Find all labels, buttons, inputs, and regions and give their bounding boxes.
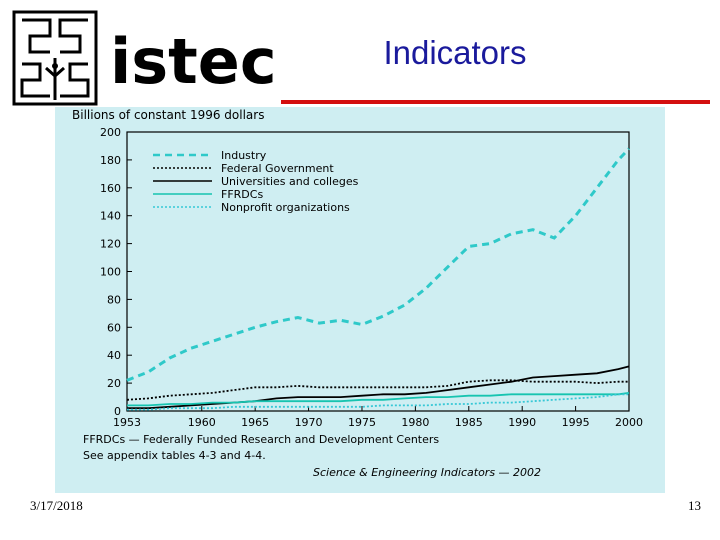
y-tick-label: 160	[100, 182, 121, 195]
legend-label: Federal Government	[221, 162, 334, 175]
logo-text: istec	[110, 25, 277, 98]
series-line-universities-and-colleges	[127, 365, 630, 410]
chart-note-ffrdc: FFRDCs — Federally Funded Research and D…	[83, 433, 439, 446]
x-tick-label: 1960	[188, 416, 216, 429]
x-tick-label: 1995	[562, 416, 590, 429]
y-tick-label: 60	[107, 321, 121, 334]
chart-plot-area	[126, 147, 631, 411]
series-line-federal-government	[126, 379, 629, 401]
chart-axes: 0 20 40 60 80 100 120 140 160 180 200 1953 1960 1965 1…	[100, 126, 643, 429]
page-number: 13	[688, 498, 701, 513]
y-tick-label: 20	[107, 377, 121, 390]
legend-label: Industry	[221, 149, 267, 162]
series-line-nonprofit-organizations	[127, 393, 629, 411]
x-tick-label: 1970	[295, 416, 323, 429]
plot-frame	[126, 131, 630, 412]
chart-source: Science & Engineering Indicators — 2002	[313, 466, 541, 479]
series-line-ffrdcs	[127, 392, 630, 407]
legend-label: FFRDCs	[221, 188, 263, 201]
istec-logo: istec	[10, 8, 280, 108]
x-tick-label: 1953	[113, 416, 141, 429]
y-tick-label: 0	[114, 405, 121, 418]
y-tick-label: 80	[107, 293, 121, 306]
legend-label: Nonprofit organizations	[221, 201, 350, 214]
footer-date: 3/17/2018	[30, 498, 83, 513]
y-tick-label: 100	[100, 266, 121, 279]
y-tick-label: 200	[100, 126, 121, 139]
legend-label: Universities and colleges	[221, 175, 359, 188]
x-tick-label: 1980	[401, 416, 429, 429]
y-axis-label: Billions of constant 1996 dollars	[72, 108, 264, 122]
y-tick-label: 40	[107, 349, 121, 362]
chart-panel: 0 20 40 60 80 100 120 140 160 180 200 1953 1960 1965 1…	[55, 107, 665, 493]
x-tick-label: 1985	[455, 416, 483, 429]
y-tick-label: 140	[100, 210, 121, 223]
x-tick-label: 1990	[508, 416, 536, 429]
x-tick-label: 1975	[348, 416, 376, 429]
y-tick-label: 120	[100, 238, 121, 251]
x-tick-label: 2000	[615, 416, 643, 429]
slide-title: Indicators	[383, 34, 527, 71]
series-line-industry	[126, 147, 631, 382]
chart-note-appendix: See appendix tables 4-3 and 4-4.	[83, 449, 266, 462]
maze-mask-icon: istec	[12, 10, 277, 106]
x-tick-label: 1965	[241, 416, 269, 429]
rd-funding-line-chart: 0 20 40 60 80 100 120 140 160 180 200 1953 1960 1965 1…	[72, 108, 643, 479]
title-divider	[281, 100, 710, 104]
y-tick-label: 180	[100, 154, 121, 167]
